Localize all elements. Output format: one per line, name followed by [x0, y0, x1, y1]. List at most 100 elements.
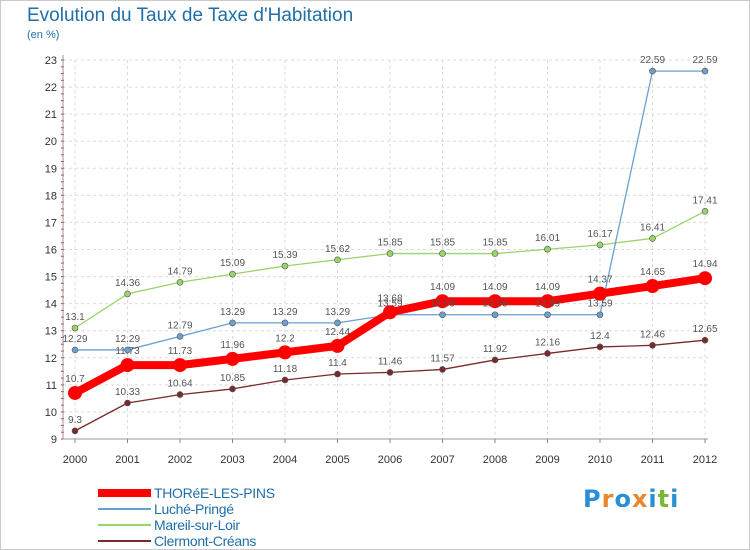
data-label: 14.09 [430, 282, 455, 293]
data-point [68, 385, 82, 400]
data-point [334, 256, 341, 264]
x-tick-label: 2003 [220, 454, 244, 466]
data-point [281, 319, 289, 327]
data-label: 13.59 [482, 299, 507, 310]
data-point [649, 342, 656, 349]
data-label: 15.85 [377, 238, 402, 249]
data-label: 17.41 [692, 195, 717, 206]
logo-letter: x [631, 485, 649, 513]
data-point [544, 350, 551, 357]
data-point [544, 311, 551, 319]
data-label: 14.37 [587, 275, 612, 286]
data-point [330, 338, 345, 353]
legend-swatch [98, 508, 151, 510]
y-tick-label: 14 [45, 299, 57, 311]
data-point [596, 311, 604, 319]
legend-label: THORéE-LES-PINS [154, 485, 275, 501]
data-label: 13.59 [430, 299, 455, 310]
y-tick-label: 9 [51, 434, 57, 446]
data-point [124, 399, 131, 407]
y-tick-label: 12 [45, 353, 57, 365]
data-label: 13.59 [587, 299, 612, 310]
data-label: 16.41 [640, 222, 665, 233]
data-point [386, 369, 394, 376]
data-point [176, 333, 184, 340]
data-point [701, 67, 709, 75]
data-label: 9.3 [68, 415, 82, 426]
data-label: 10.64 [167, 379, 192, 390]
data-label: 11.57 [430, 353, 455, 364]
logo-letter: i [648, 485, 658, 513]
data-point [439, 311, 446, 319]
data-point [386, 250, 394, 257]
data-label: 11.96 [220, 340, 245, 351]
data-label: 12.65 [692, 324, 717, 335]
data-label: 11.4 [328, 358, 347, 369]
x-tick-label: 2001 [115, 454, 139, 466]
x-tick-label: 2012 [693, 454, 717, 466]
y-tick-label: 23 [45, 55, 57, 67]
y-tick-label: 10 [45, 407, 57, 419]
data-label: 13.29 [272, 307, 297, 318]
data-point [281, 376, 289, 384]
data-label: 12.16 [535, 337, 560, 348]
data-label: 16.17 [587, 229, 612, 240]
axes: 9 10 11 12 13 14 15 16 17 18 19 20 21 22 23 2000 2001 200… [45, 55, 717, 466]
data-label: 13.29 [325, 307, 350, 318]
data-point [173, 358, 187, 373]
data-point [176, 278, 184, 286]
data-label: 15.62 [325, 244, 350, 255]
x-tick-label: 2004 [273, 454, 297, 466]
y-tick-label: 13 [45, 326, 57, 338]
data-label: 12.44 [325, 327, 350, 338]
data-point [176, 391, 184, 398]
data-point [698, 271, 712, 286]
data-point [491, 356, 499, 364]
data-point [596, 343, 604, 351]
data-point [71, 346, 79, 354]
logo-letter: P [583, 485, 602, 513]
data-label: 13.68 [377, 293, 402, 304]
data-label: 22.59 [640, 55, 665, 66]
data-point [593, 286, 607, 301]
data-point [124, 346, 131, 354]
y-tick-label: 15 [45, 272, 57, 284]
unit-label: (en %) [27, 29, 60, 41]
data-label: 14.79 [167, 266, 192, 277]
data-label: 12.79 [167, 320, 192, 331]
y-tick-label: 11 [46, 380, 57, 392]
data-point [491, 311, 499, 319]
data-label: 12.29 [115, 334, 140, 345]
y-tick-label: 16 [45, 245, 57, 257]
data-point [701, 208, 709, 215]
data-label: 14.09 [482, 282, 507, 293]
x-tick-label: 2002 [168, 454, 192, 466]
x-tick-label: 2007 [430, 454, 454, 466]
data-label: 11.73 [115, 346, 140, 357]
data-point [229, 270, 236, 278]
data-label: 12.2 [275, 333, 295, 344]
data-point [124, 290, 131, 298]
data-labels: 9.3 10.33 10.64 10.85 11.18 11.4 11.46 11.57 11.… [62, 55, 717, 426]
data-point [596, 241, 604, 249]
logo-letter: o [614, 485, 632, 513]
data-point [491, 250, 499, 257]
data-point [701, 336, 709, 344]
proxiti-logo: Proxiti [583, 485, 679, 513]
data-point [71, 427, 79, 435]
data-label: 13.59 [535, 299, 560, 310]
legend-label: Clermont-Créans [154, 533, 257, 549]
data-label: 10.85 [220, 373, 245, 384]
y-tick-label: 20 [45, 136, 57, 148]
grid [63, 59, 708, 440]
data-label: 12.29 [62, 334, 87, 345]
x-tick-label: 2005 [325, 454, 349, 466]
data-label: 13.1 [65, 312, 85, 323]
data-point [278, 345, 292, 360]
data-point [645, 279, 660, 294]
data-point [439, 366, 446, 373]
data-label: 14.65 [640, 267, 665, 278]
data-label: 14.36 [115, 278, 140, 289]
